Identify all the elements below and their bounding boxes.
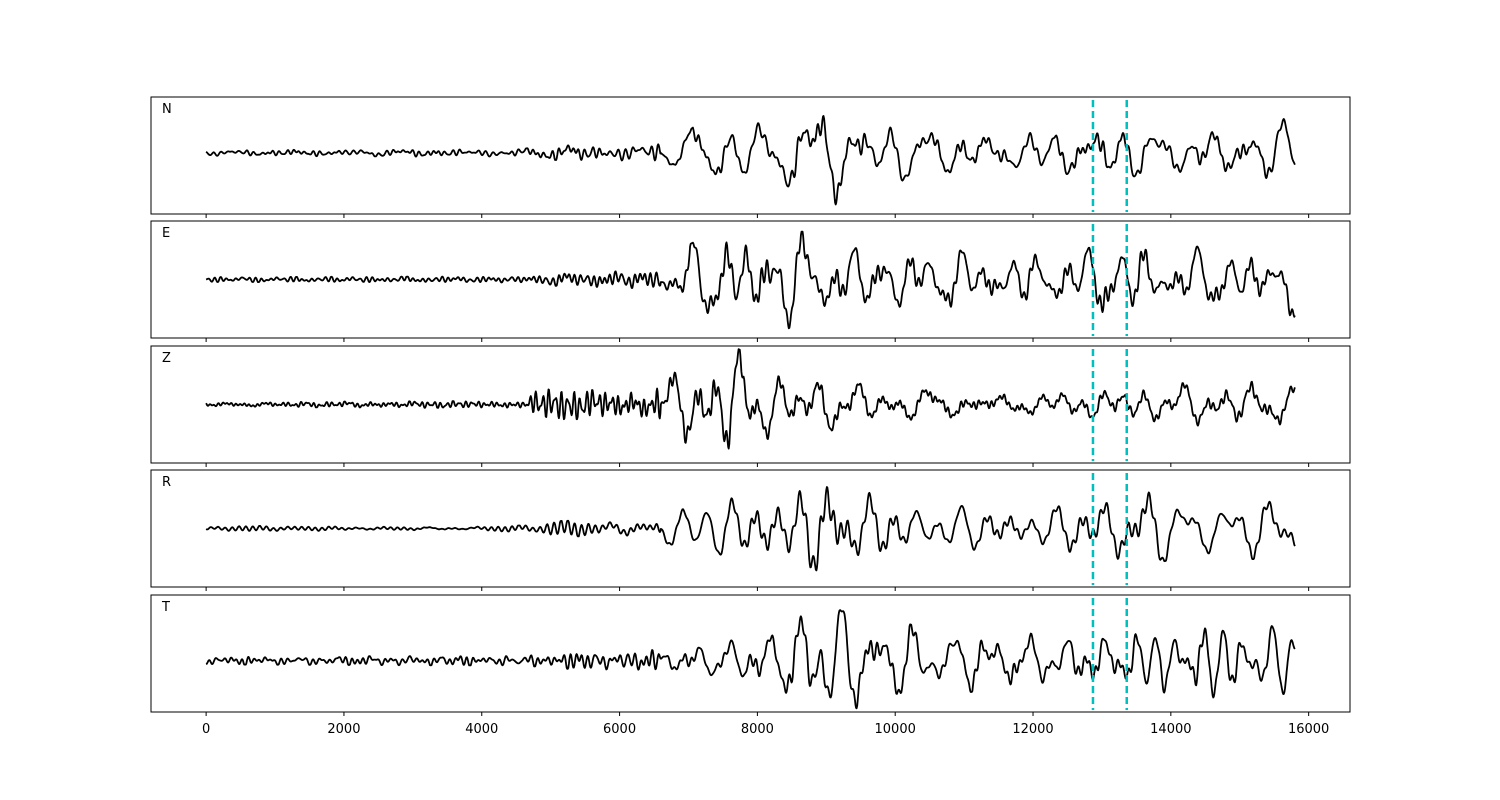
channel-label-n: N (162, 102, 172, 117)
x-axis: 0 2000 4000 6000 8000 10000 12000 14000 16000 (202, 722, 1329, 737)
panel-z: Z (150, 345, 1351, 467)
x-tick-label: 14000 (1150, 722, 1191, 737)
channel-label-e: E (162, 226, 170, 241)
panel-frame (150, 594, 1351, 713)
panel-e: E (150, 220, 1351, 342)
channel-label-z: Z (162, 351, 171, 366)
channel-label-t: T (161, 600, 170, 615)
panel-frame (150, 220, 1351, 339)
channel-label-r: R (162, 475, 171, 490)
trace-line-z (205, 348, 1296, 450)
x-tick-label: 8000 (741, 722, 774, 737)
panel-r: R (150, 469, 1351, 591)
panel-frame (150, 96, 1351, 215)
x-tick-label: 2000 (327, 722, 360, 737)
x-tick-label: 16000 (1288, 722, 1329, 737)
x-tick-label: 0 (202, 722, 210, 737)
trace-line-t (205, 609, 1296, 710)
panel-frame (150, 345, 1351, 464)
x-tick-label: 4000 (465, 722, 498, 737)
x-tick-label: 10000 (875, 722, 916, 737)
panel-t: T (150, 594, 1351, 716)
trace-panels: N E Z R T (150, 96, 1351, 716)
trace-line-e (205, 230, 1296, 330)
panel-n: N (150, 96, 1351, 218)
trace-line-r (205, 486, 1296, 572)
x-tick-label: 6000 (603, 722, 636, 737)
x-tick-label: 12000 (1012, 722, 1053, 737)
trace-line-n (205, 115, 1296, 206)
